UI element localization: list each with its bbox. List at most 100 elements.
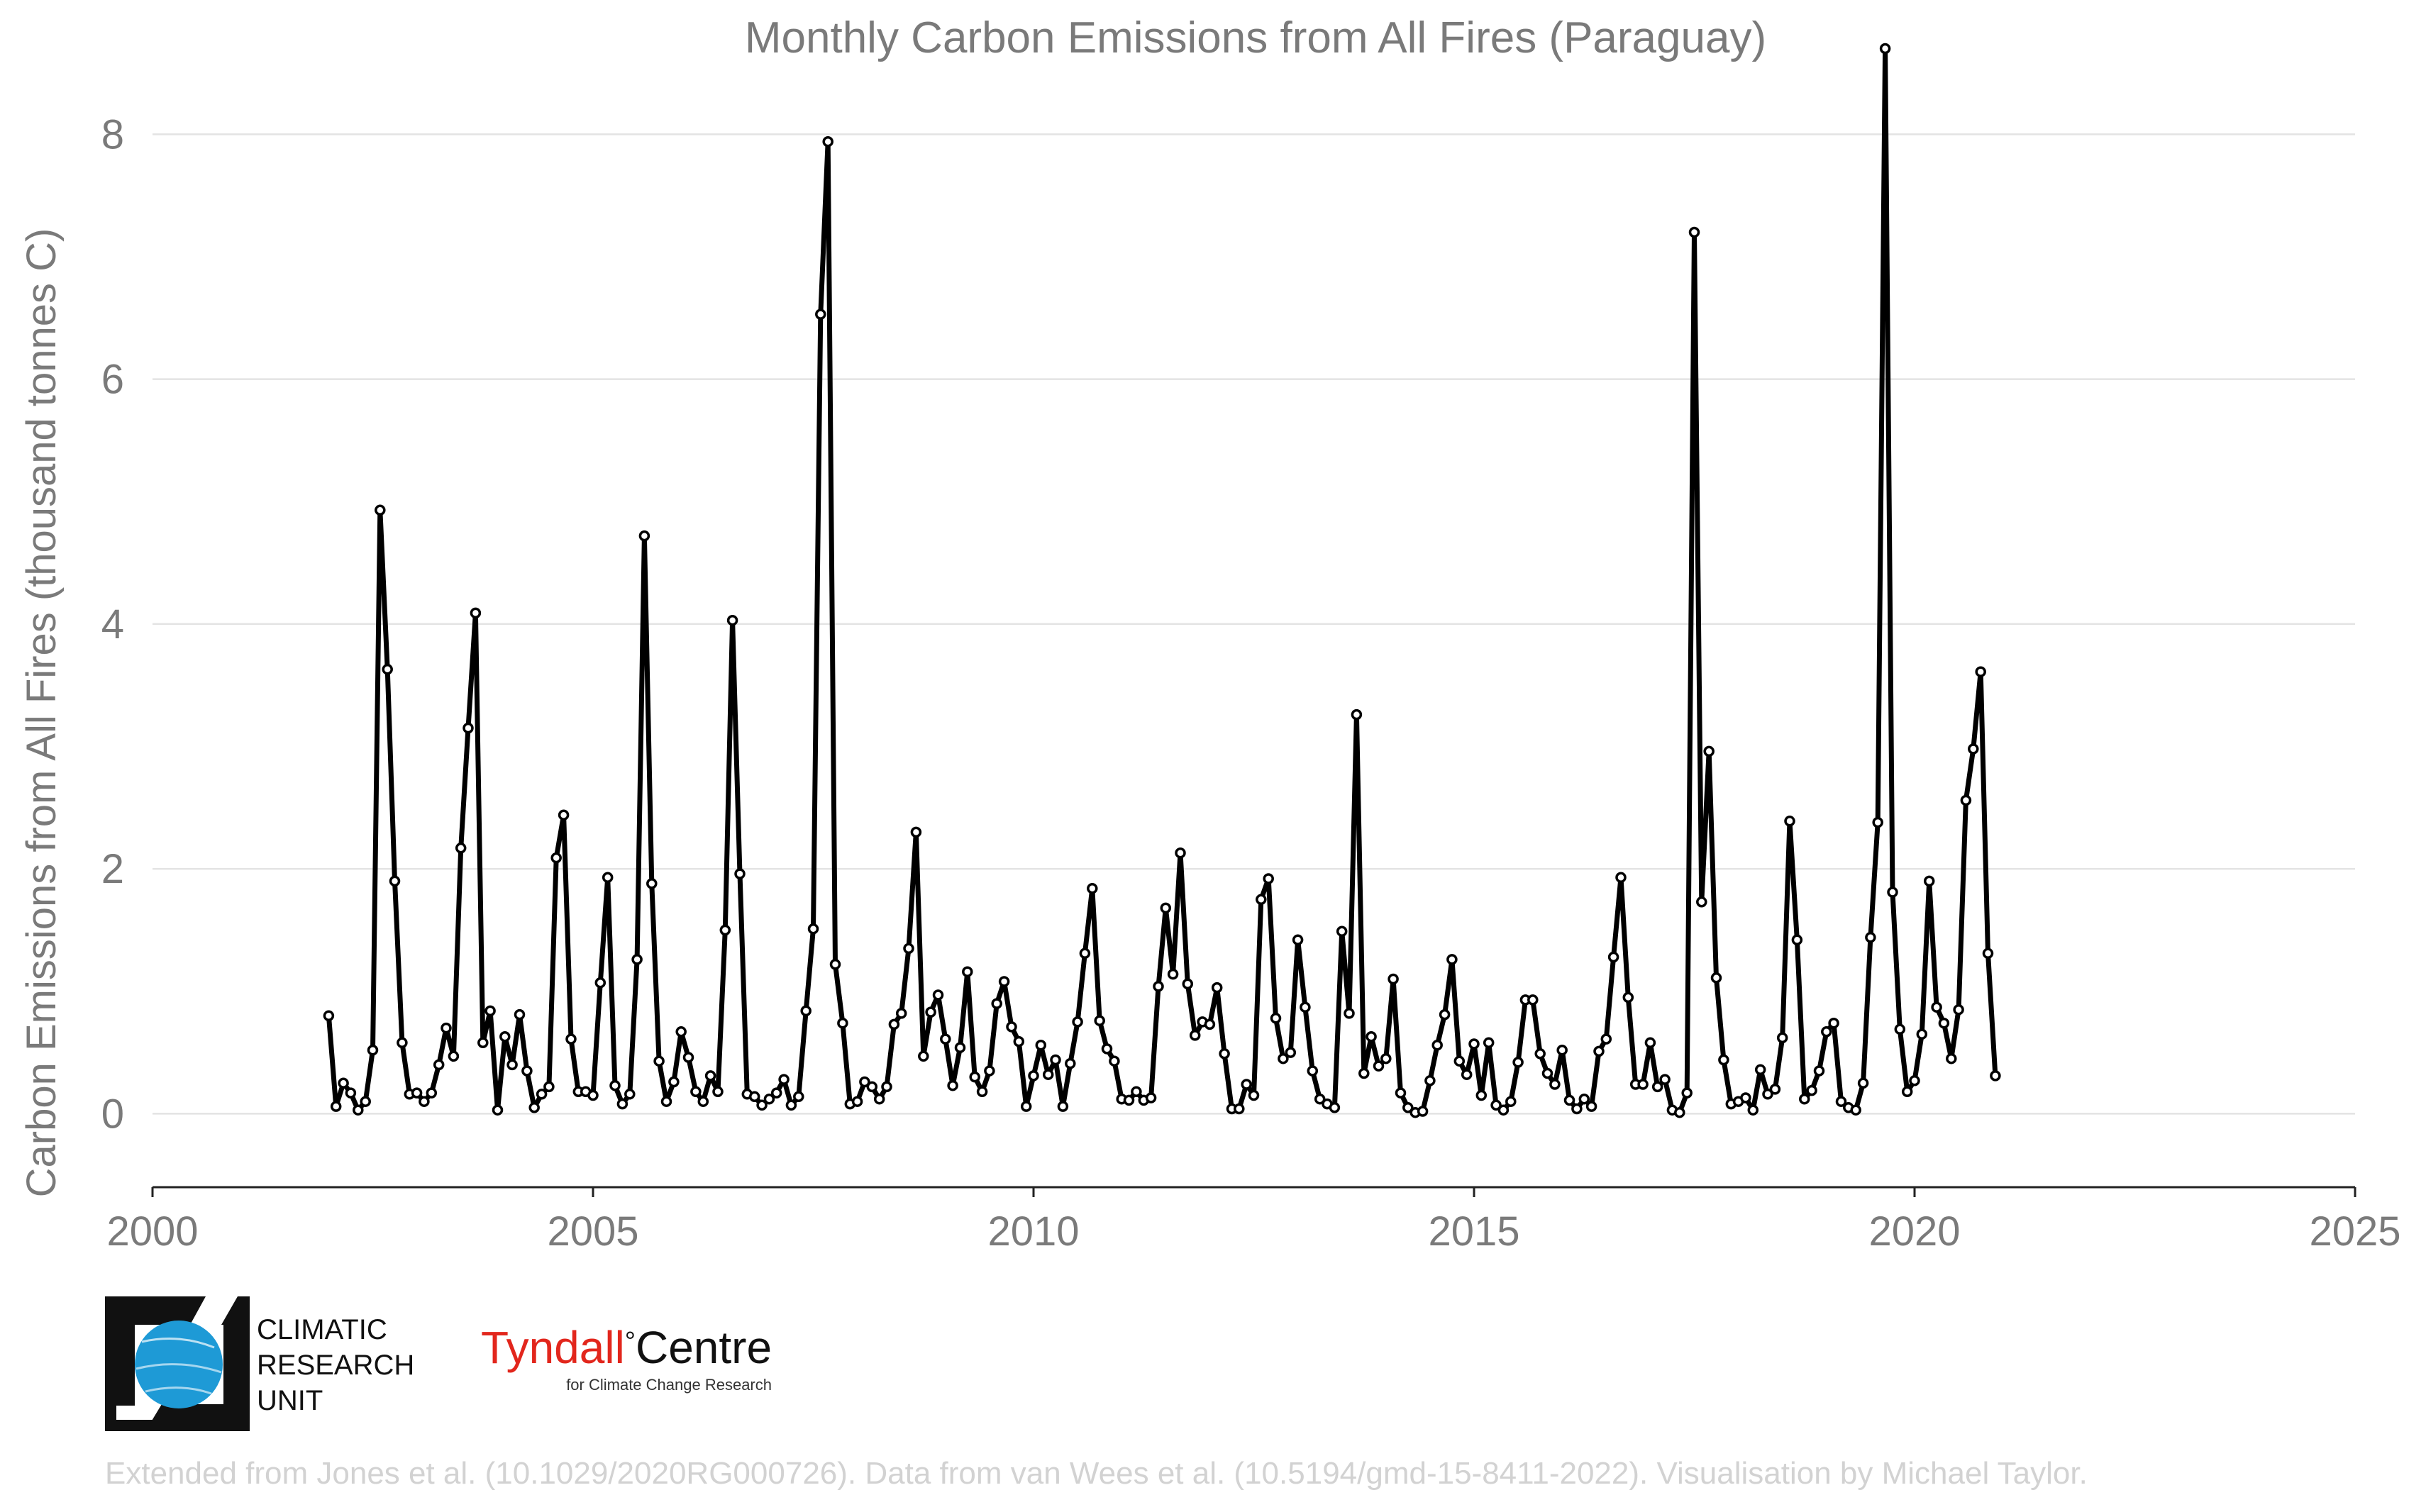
data-point [638,530,650,542]
data-point [704,1070,716,1082]
data-point [1373,1060,1385,1072]
data-point [1710,972,1722,984]
series-line [326,46,1998,1116]
data-point [1344,1008,1355,1019]
data-point [323,1010,335,1022]
data-point [1982,947,1994,960]
data-point [1175,847,1186,859]
data-point [1131,1086,1142,1098]
data-point [1358,1067,1370,1079]
data-point [1300,1001,1311,1013]
data-point [360,1096,371,1107]
data-point [536,1089,548,1100]
data-point [1674,1106,1685,1118]
data-point [1593,1045,1605,1057]
data-point [1806,1084,1817,1096]
x-tick-label: 2015 [1428,1208,1519,1255]
data-point [382,664,393,675]
data-point [375,504,386,516]
y-tick-label: 8 [101,111,124,157]
data-point [881,1081,892,1093]
data-point [734,868,746,879]
data-point [1145,1092,1157,1104]
data-point [565,1033,577,1045]
data-point [859,1076,870,1088]
data-point [411,1087,423,1099]
data-point [419,1096,430,1107]
data-point [616,1098,628,1110]
data-point [1887,886,1898,898]
chart-title: Monthly Carbon Emissions from All Fires … [745,13,1766,62]
data-point [330,1101,342,1112]
data-point [756,1099,768,1111]
x-tick-label: 2000 [106,1208,198,1255]
data-point [807,923,819,935]
data-point [1388,973,1399,985]
data-point [441,1022,452,1034]
data-point [1754,1064,1766,1076]
data-point [910,826,922,838]
data-point [712,1086,724,1098]
data-point [1314,1093,1326,1105]
data-point [1879,43,1891,55]
data-point [1821,1026,1832,1038]
data-point [1424,1075,1436,1086]
data-point [594,977,606,989]
data-point [1637,1079,1649,1090]
cru-logo: CLIMATIC RESEARCH UNIT [105,1296,414,1431]
data-point [455,843,467,854]
data-point [954,1042,966,1053]
data-point [1813,1065,1825,1077]
data-point [1336,925,1348,937]
data-point [484,1005,496,1017]
data-point [748,1091,760,1103]
y-tick-label: 6 [101,357,124,403]
data-point [1204,1018,1216,1030]
data-point [1490,1099,1502,1111]
data-point [1307,1065,1319,1077]
data-point [1799,1093,1810,1105]
data-point [1872,816,1883,828]
data-point [726,614,738,626]
data-point [499,1030,511,1043]
data-point [587,1089,599,1101]
data-point [1351,708,1363,721]
data-point [528,1102,540,1113]
data-point [793,1091,804,1103]
data-point [1585,1101,1597,1112]
data-point [682,1052,694,1063]
data-point [1241,1079,1252,1090]
data-point [1475,1089,1488,1101]
data-point [918,1050,929,1062]
data-point [631,954,643,965]
data-point [1894,1023,1906,1035]
data-point [624,1089,636,1100]
data-point [719,924,731,936]
data-point [1740,1092,1751,1104]
data-point [903,943,914,955]
data-point [1938,1017,1950,1029]
data-point [345,1087,357,1099]
data-point [1263,873,1274,884]
data-point [1615,872,1627,883]
data-point [1953,1004,1964,1016]
data-point [477,1037,489,1049]
data-point [1461,1069,1473,1080]
data-point [506,1059,518,1071]
data-point [550,852,562,864]
data-point [1527,994,1539,1006]
data-point [785,1099,797,1111]
data-point [984,1065,995,1077]
data-point [1446,954,1458,965]
data-point [1681,1087,1693,1099]
data-point [1439,1008,1451,1021]
data-point [1380,1052,1392,1064]
data-point [448,1050,460,1062]
data-point [609,1079,621,1091]
data-point [514,1008,526,1021]
data-point [1791,934,1803,946]
data-point [1065,1057,1076,1069]
data-point [932,989,944,1001]
data-point [1395,1087,1407,1099]
data-point [822,135,833,148]
